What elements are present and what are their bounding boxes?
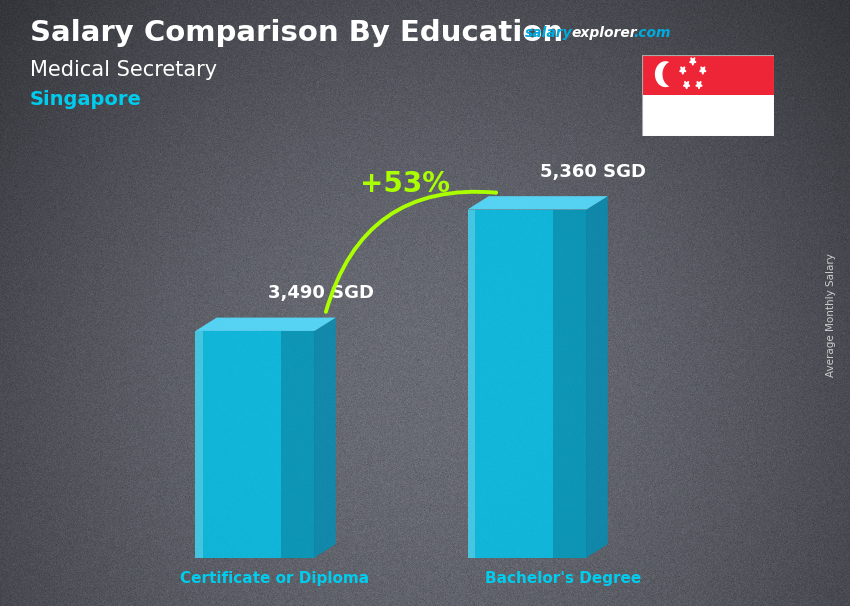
Polygon shape (696, 81, 702, 89)
Bar (196, 331, 202, 558)
Text: Singapore: Singapore (30, 90, 142, 110)
Text: explorer: explorer (571, 26, 637, 41)
Bar (468, 210, 586, 558)
Polygon shape (680, 67, 686, 74)
Text: salary: salary (525, 26, 573, 41)
Text: Bachelor's Degree: Bachelor's Degree (485, 571, 641, 586)
Polygon shape (700, 67, 706, 74)
Text: Certificate or Diploma: Certificate or Diploma (179, 571, 369, 586)
Text: Medical Secretary: Medical Secretary (30, 59, 217, 80)
Text: 3,490 SGD: 3,490 SGD (268, 284, 374, 302)
Polygon shape (689, 58, 696, 65)
FancyArrowPatch shape (326, 191, 496, 312)
Polygon shape (663, 62, 683, 87)
Polygon shape (468, 196, 608, 210)
Text: .com: .com (633, 26, 671, 41)
Bar (642, 95, 774, 136)
Bar (642, 55, 774, 95)
Polygon shape (196, 318, 336, 331)
Text: Average Monthly Salary: Average Monthly Salary (826, 253, 836, 377)
Bar (553, 210, 586, 558)
Polygon shape (314, 318, 336, 558)
Text: +53%: +53% (360, 170, 450, 198)
Polygon shape (586, 196, 608, 558)
Polygon shape (655, 62, 676, 87)
Bar (281, 331, 314, 558)
Bar (468, 210, 474, 558)
Text: 5,360 SGD: 5,360 SGD (540, 163, 646, 181)
Polygon shape (683, 81, 689, 89)
Text: Salary Comparison By Education: Salary Comparison By Education (30, 19, 563, 47)
Bar (196, 331, 314, 558)
